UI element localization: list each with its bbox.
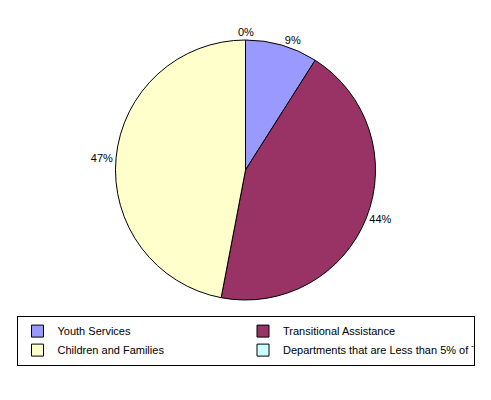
svg-text:Transitional Assistance: Transitional Assistance [283, 325, 395, 337]
svg-text:0%: 0% [238, 26, 254, 38]
svg-text:47%: 47% [91, 152, 113, 164]
svg-text:Youth Services: Youth Services [58, 325, 131, 337]
svg-text:9%: 9% [285, 34, 301, 46]
svg-text:Departments that are Less than: Departments that are Less than 5% of Tot… [283, 344, 474, 356]
svg-text:Children and Families: Children and Families [58, 344, 165, 356]
svg-text:44%: 44% [369, 213, 391, 225]
